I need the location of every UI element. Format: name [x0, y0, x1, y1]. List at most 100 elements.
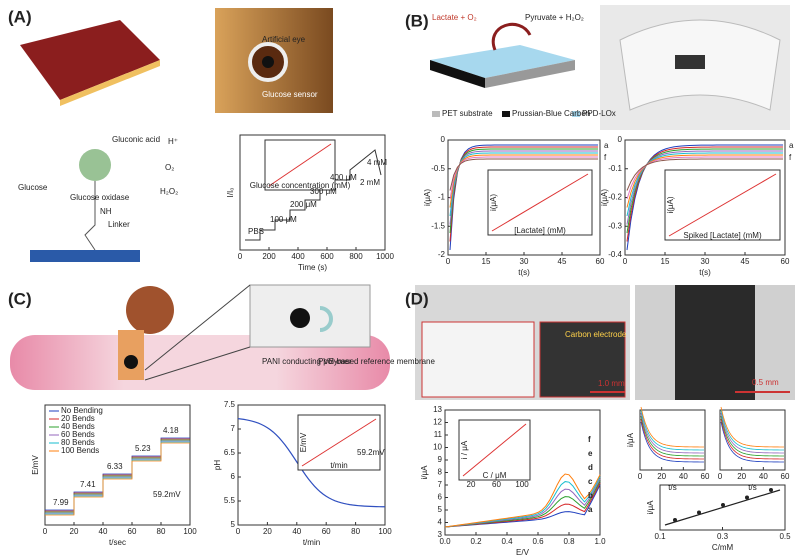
y-tick-label: 10	[433, 443, 442, 452]
annotation: f	[604, 153, 607, 162]
y-tick-label: -2	[438, 250, 446, 259]
x-tick-label: 60	[701, 472, 710, 481]
curve	[640, 412, 705, 454]
x-tick-label: 0	[238, 252, 243, 261]
penny	[126, 286, 174, 334]
x-tick-label: 0.4	[501, 537, 513, 546]
x-tick-label: 20	[657, 472, 666, 481]
x-axis-label: Time (s)	[298, 263, 327, 272]
point	[769, 488, 773, 492]
y-axis-label: i(μA)	[423, 189, 432, 206]
annotation: Prussian-Blue Carbon	[512, 109, 590, 118]
curve	[640, 415, 705, 457]
y-axis-label: i/μA	[420, 465, 429, 480]
panel-label: (A)	[8, 7, 32, 26]
y-tick-label: -0.1	[608, 164, 622, 173]
legend-swatch	[502, 111, 510, 117]
x-axis-label: t/s	[668, 483, 676, 492]
y-tick-label: 5	[438, 505, 443, 514]
x-tick-label: 0.1	[654, 532, 666, 541]
annotation: 59.2mV	[153, 490, 181, 499]
annotation: Glucose oxidase	[70, 193, 130, 202]
y-tick-label: -0.2	[608, 193, 622, 202]
y-axis-label: i/μA	[646, 500, 655, 515]
x-tick-label: 0.6	[532, 537, 544, 546]
curve	[626, 152, 783, 217]
curve	[720, 418, 785, 460]
x-tick-label: 20	[737, 472, 746, 481]
x-tick-label: 45	[741, 257, 750, 266]
inset-y-label: i(μA)	[489, 194, 498, 211]
x-tick-label: 200	[262, 252, 276, 261]
curve	[626, 158, 783, 191]
annotation: Glucose	[18, 183, 48, 192]
curve	[640, 409, 705, 451]
annotation: f	[588, 435, 591, 444]
x-axis-label: E/V	[516, 548, 530, 557]
legend-label: 80 Bends	[61, 438, 95, 447]
carbon-track	[675, 285, 755, 400]
curve	[664, 489, 781, 526]
x-tick-label: 40	[759, 472, 768, 481]
x-tick-label: 0	[236, 527, 241, 536]
reaction-arrow	[491, 22, 532, 51]
x-tick-label: 45	[558, 257, 567, 266]
x-tick-label: 60	[128, 527, 137, 536]
zoom-line	[144, 284, 251, 371]
annotation: e	[588, 449, 593, 458]
x-tick-label: 60	[781, 257, 790, 266]
flexible-sensor	[20, 20, 160, 100]
y-tick-label: 7	[231, 424, 236, 433]
inset-line	[268, 143, 332, 187]
annotation: O₂	[165, 163, 174, 172]
sensor	[675, 55, 705, 69]
curve	[444, 473, 601, 528]
axes-frame	[239, 134, 386, 251]
curve	[720, 421, 785, 463]
electrode-zoom	[539, 321, 626, 398]
legend-swatch	[572, 111, 580, 117]
y-tick-label: 7.5	[224, 400, 236, 409]
curve	[720, 406, 785, 448]
annotation: NH	[100, 207, 112, 216]
inset-line	[301, 418, 377, 467]
curve	[237, 418, 386, 508]
electrode	[30, 250, 140, 262]
x-tick-label: 0	[638, 472, 643, 481]
y-tick-label: 9	[438, 455, 443, 464]
curve	[626, 146, 783, 242]
x-axis-label: t/min	[303, 538, 320, 547]
curve	[640, 418, 705, 460]
annotation: Lactate + O₂	[432, 13, 477, 22]
x-axis-label: t/s	[748, 483, 756, 492]
point	[673, 518, 677, 522]
y-tick-label: 7	[438, 480, 443, 489]
curve	[626, 154, 783, 208]
ppd-lox-layer	[430, 45, 575, 78]
curve	[626, 150, 783, 225]
point	[721, 503, 725, 507]
x-tick-label: 80	[351, 527, 360, 536]
x-tick-label: 0	[623, 257, 628, 266]
enzyme	[79, 149, 111, 181]
point	[697, 510, 701, 515]
inset-line	[668, 173, 777, 237]
curve	[444, 482, 601, 528]
annotation: 7.99	[53, 498, 69, 507]
x-tick-label: 40	[679, 472, 688, 481]
point	[745, 495, 749, 500]
y-tick-label: 4	[438, 518, 443, 527]
x-tick-label: 1.0	[594, 537, 606, 546]
x-tick-label: 0.5	[779, 532, 791, 541]
inset-y-label: i(μA)	[666, 196, 675, 213]
curve	[626, 156, 783, 200]
x-tick-label: 0.8	[563, 537, 575, 546]
x-tick-label: 15	[482, 257, 491, 266]
y-axis-label: pH	[213, 460, 222, 470]
annotation: 4 mM	[367, 158, 387, 167]
x-tick-label: 60	[322, 527, 331, 536]
axes-frame	[719, 409, 786, 471]
legend-label: 20 Bends	[61, 414, 95, 423]
annotation: a	[789, 141, 794, 150]
annotation: 6.33	[107, 462, 123, 471]
